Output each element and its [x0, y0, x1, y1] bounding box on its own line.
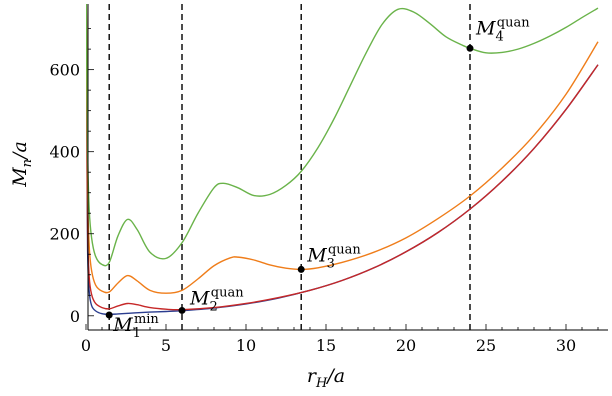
- marker-point-2: [178, 306, 186, 314]
- marker-label-2: M2quan: [189, 285, 244, 314]
- annotation-layer: M1min M2quan M3quan M4quan: [105, 15, 530, 341]
- marker-point-1: [105, 311, 113, 319]
- series-layer: [86, 4, 599, 316]
- series-line-4: [86, 4, 599, 267]
- x-tick-label: 15: [316, 336, 336, 355]
- y-tick-label: 200: [49, 225, 80, 244]
- marker-label-4: M4quan: [475, 15, 530, 44]
- series-line-2: [86, 4, 599, 311]
- series-line-1: [86, 4, 599, 316]
- x-tick-label: 5: [161, 336, 171, 355]
- marker-label-1: M1min: [112, 312, 159, 341]
- x-tick-label: 0: [81, 336, 91, 355]
- marker-point-3: [297, 265, 305, 273]
- x-tick-label: 25: [476, 336, 496, 355]
- y-tick-label: 600: [49, 61, 80, 80]
- x-tick-label: 20: [396, 336, 416, 355]
- y-tick-label: 0: [70, 307, 80, 326]
- marker-label-3: M3quan: [306, 242, 361, 271]
- vertical-reference-lines: [108, 4, 471, 330]
- axes: 0 5 10 15 20 25 30 0 200 400 600: [49, 4, 608, 355]
- marker-point-4: [466, 44, 474, 52]
- series-line-3: [86, 4, 599, 294]
- y-tick-label: 400: [49, 143, 80, 162]
- x-tick-label: 10: [236, 336, 256, 355]
- x-axis-label: rH/a: [307, 365, 345, 391]
- y-axis-label: Mn/a: [9, 141, 35, 188]
- x-tick-label: 30: [556, 336, 576, 355]
